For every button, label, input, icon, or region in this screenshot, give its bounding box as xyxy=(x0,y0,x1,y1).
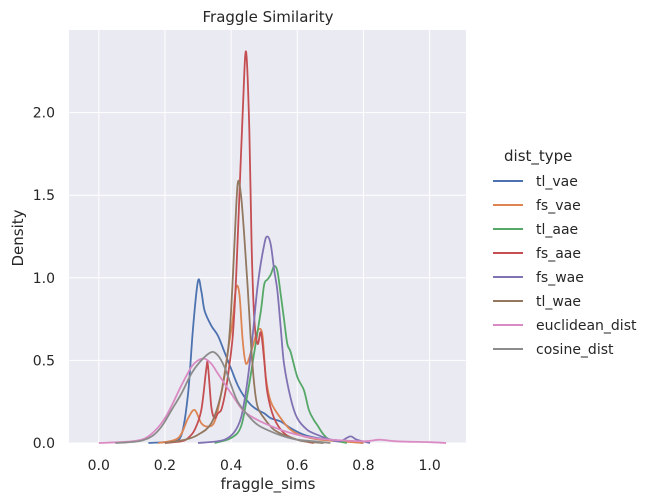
legend-label-tl-vae: tl_vae xyxy=(536,174,578,190)
y-tick-label: 1.5 xyxy=(33,188,55,204)
series-line-fs-wae xyxy=(197,235,371,444)
y-tick-label: 2.0 xyxy=(33,106,55,122)
legend-label-fs-vae: fs_vae xyxy=(536,198,581,214)
y-tick-label: 0.5 xyxy=(33,353,55,369)
legend-label-euclidean-dist: euclidean_dist xyxy=(536,318,637,334)
series-line-fs-vae xyxy=(158,284,364,444)
y-tick-label: 0.0 xyxy=(33,436,55,452)
x-tick-label: 0.0 xyxy=(88,458,110,474)
legend-label-tl-aae: tl_aae xyxy=(536,222,578,238)
x-axis-label: fraggle_sims xyxy=(221,475,316,494)
legend-title: dist_type xyxy=(504,147,572,166)
legend-label-fs-wae: fs_wae xyxy=(536,270,584,286)
x-tick-label: 1.0 xyxy=(418,458,440,474)
x-tick-label: 0.6 xyxy=(286,458,308,474)
y-axis-label: Density xyxy=(9,209,27,266)
y-tick-labels: 0.0 0.5 1.0 1.5 2.0 xyxy=(33,106,55,452)
series-line-fs-aae xyxy=(164,50,314,444)
x-tick-label: 0.8 xyxy=(352,458,374,474)
x-tick-labels: 0.0 0.2 0.4 0.6 0.8 1.0 xyxy=(88,458,441,474)
legend-label-cosine-dist: cosine_dist xyxy=(536,342,614,358)
grid-lines xyxy=(69,30,466,444)
legend: dist_type tl_vae fs_vae tl_aae fs_aae fs_wae… xyxy=(493,147,637,358)
series-line-cosine-dist xyxy=(115,351,331,444)
series-line-tl-vae xyxy=(148,278,364,444)
series-layer xyxy=(98,50,447,444)
series-line-tl-wae xyxy=(164,179,324,444)
legend-label-tl-wae: tl_wae xyxy=(536,294,581,310)
chart-title: Fraggle Similarity xyxy=(202,8,333,26)
y-tick-label: 1.0 xyxy=(33,271,55,287)
x-tick-label: 0.4 xyxy=(220,458,242,474)
legend-label-fs-aae: fs_aae xyxy=(536,246,581,262)
x-tick-label: 0.2 xyxy=(154,458,176,474)
